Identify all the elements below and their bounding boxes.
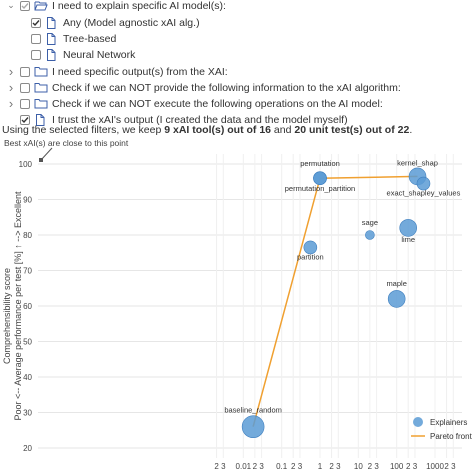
x-tick-label: 3 — [259, 462, 264, 471]
filter-label: Tree-based — [63, 32, 117, 45]
y-tick-label: 60 — [23, 302, 32, 311]
filter-label: I trust the xAI's output (I created the … — [52, 113, 348, 126]
filter-row[interactable]: ⌄ I need to explain specific AI model(s): — [5, 0, 226, 14]
explainer-point — [241, 415, 265, 439]
filter-checkbox[interactable] — [20, 0, 30, 11]
y-axis-title: Comprehensibility score — [2, 268, 12, 364]
x-tick-label: 3 — [298, 462, 303, 471]
explainer-point — [399, 219, 418, 237]
legend-explainers-marker — [413, 417, 423, 427]
x-tick-label: 2 — [214, 462, 219, 471]
file-icon — [45, 48, 59, 61]
y-tick-label: 40 — [23, 373, 32, 382]
annotation-label: Best xAI(s) are close to this point — [4, 138, 129, 148]
annotation-arrow — [40, 147, 53, 161]
explainer-label: partition — [297, 252, 324, 261]
file-icon — [34, 113, 48, 126]
x-tick-label: 3 — [374, 462, 379, 471]
x-tick-label: 100 — [390, 462, 404, 471]
explainer-point — [313, 171, 327, 186]
x-tick-label: 3 — [451, 462, 456, 471]
file-icon — [45, 16, 59, 29]
explainer-point — [303, 240, 318, 255]
filter-row[interactable]: I trust the xAI's output (I created the … — [5, 111, 348, 128]
filter-label: Any (Model agnostic xAI alg.) — [63, 16, 200, 29]
x-tick-label: 2 — [368, 462, 373, 471]
explainer-label: permutation — [300, 159, 340, 168]
folder-open-icon — [34, 0, 48, 12]
y-tick-label: 80 — [23, 231, 32, 240]
filter-checkbox[interactable] — [20, 82, 30, 93]
summary-tools-count: 9 xAI tool(s) out of 16 — [164, 124, 272, 136]
x-tick-label: 2 — [406, 462, 411, 471]
folder-icon — [34, 82, 48, 94]
filter-row[interactable]: Any (Model agnostic xAI alg.) — [28, 14, 200, 31]
legend-explainers-label: Explainers — [430, 418, 467, 427]
chevron-down-icon[interactable]: ⌄ — [7, 0, 15, 10]
y-tick-label: 50 — [23, 338, 32, 347]
x-tick-label: 2 — [329, 462, 334, 471]
filter-label: I need to explain specific AI model(s): — [52, 0, 226, 12]
explainer-label: kernel_shap — [397, 158, 438, 167]
explainer-label: baseline_random — [224, 406, 282, 415]
y-tick-label: 100 — [19, 160, 33, 169]
filter-label: I need specific output(s) from the XAI: — [52, 65, 228, 78]
x-tick-label: 1000 — [426, 462, 444, 471]
summary-prefix: Using the selected filters, we keep — [2, 124, 165, 136]
x-tick-label: 2 — [444, 462, 449, 471]
explainer-point — [387, 290, 406, 308]
y-axis-subtitle: Poor <-- Average performance per test [%… — [13, 191, 23, 420]
explainer-point — [365, 230, 375, 240]
chevron-right-icon[interactable]: › — [8, 80, 14, 95]
filter-checkbox[interactable] — [31, 49, 41, 60]
x-tick-label: 10 — [354, 462, 363, 471]
filter-checkbox[interactable] — [20, 114, 30, 125]
chevron-right-icon[interactable]: › — [8, 96, 14, 111]
chevron-right-icon[interactable]: › — [8, 64, 14, 79]
y-tick-label: 20 — [23, 444, 32, 453]
x-tick-label: 3 — [413, 462, 418, 471]
y-tick-label: 30 — [23, 409, 32, 418]
folder-icon — [34, 66, 48, 78]
x-tick-label: 1 — [318, 462, 323, 471]
filter-row[interactable]: › I need specific output(s) from the XAI: — [5, 63, 228, 80]
filter-checkbox[interactable] — [20, 98, 30, 109]
y-tick-label: 70 — [23, 267, 32, 276]
file-icon — [45, 32, 59, 45]
explainer-label: lime — [401, 235, 415, 244]
y-tick-label: 90 — [23, 196, 32, 205]
x-tick-label: 0.01 — [236, 462, 252, 471]
filter-label: Check if we can NOT execute the followin… — [52, 97, 383, 110]
filter-row[interactable]: Neural Network — [28, 46, 135, 63]
x-tick-label: 2 — [291, 462, 296, 471]
filter-checkbox[interactable] — [31, 17, 41, 28]
x-tick-label: 3 — [221, 462, 226, 471]
explainer-label: exact_shapley_values — [387, 189, 461, 198]
summary-suffix: . — [409, 124, 413, 136]
filter-label: Neural Network — [63, 48, 136, 61]
explainer-label: maple — [386, 279, 406, 288]
folder-icon — [34, 98, 48, 110]
summary-middle: and — [271, 124, 295, 136]
filter-row[interactable]: Tree-based — [28, 30, 116, 47]
summary-tests-count: 20 unit test(s) out of 22 — [294, 124, 410, 136]
explainer-label: permutation_partition — [285, 184, 355, 193]
filter-row[interactable]: › Check if we can NOT execute the followi… — [5, 95, 383, 112]
legend-pareto-label: Pareto front — [430, 432, 473, 441]
filter-checkbox[interactable] — [31, 33, 41, 44]
filter-checkbox[interactable] — [20, 66, 30, 77]
x-tick-label: 3 — [336, 462, 341, 471]
plot-area — [38, 154, 462, 460]
explainer-point — [416, 176, 431, 191]
explainer-label: sage — [362, 218, 378, 227]
x-tick-label: 2 — [253, 462, 258, 471]
x-tick-label: 0.1 — [276, 462, 288, 471]
filter-label: Check if we can NOT provide the followin… — [52, 81, 401, 94]
filter-summary: Using the selected filters, we keep 9 xA… — [2, 124, 412, 136]
filter-row[interactable]: › Check if we can NOT provide the followi… — [5, 79, 401, 96]
